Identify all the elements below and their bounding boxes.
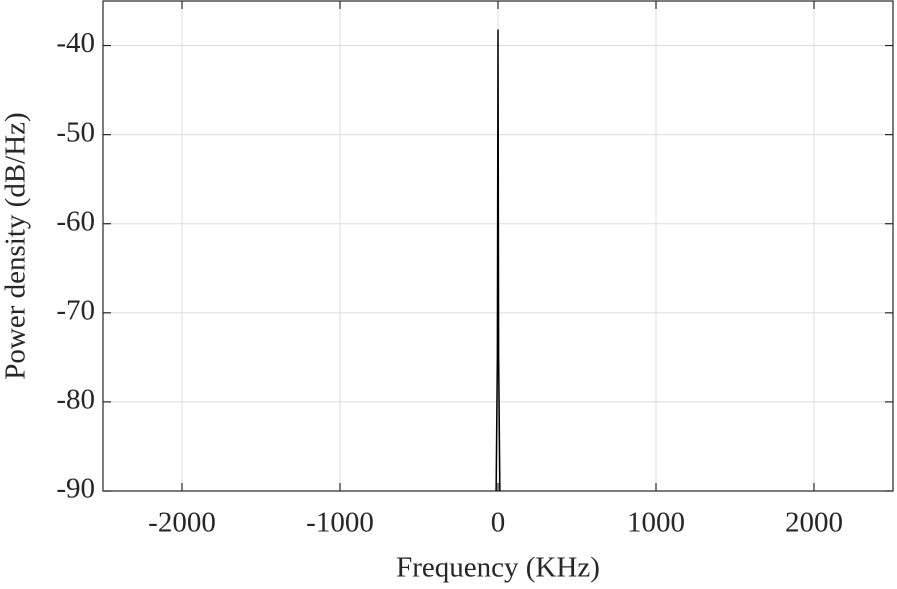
y-tick-label: -50 — [56, 116, 95, 148]
x-tick-label: -1000 — [306, 507, 374, 539]
y-tick-label: -80 — [56, 384, 95, 416]
y-tick-label: -60 — [56, 205, 95, 237]
y-axis-label: Power density (dB/Hz) — [0, 112, 32, 379]
y-tick-label: -90 — [56, 473, 95, 505]
x-axis-label: Frequency (KHz) — [396, 552, 600, 584]
plot-frame — [102, 0, 894, 492]
x-tick-label: 2000 — [785, 507, 843, 539]
data-line — [495, 29, 501, 492]
y-tick-label: -40 — [56, 27, 95, 59]
y-tick-label: -70 — [56, 294, 95, 326]
x-tick-label: -2000 — [148, 507, 216, 539]
x-tick-label: 0 — [491, 507, 506, 539]
x-tick-label: 1000 — [627, 507, 685, 539]
